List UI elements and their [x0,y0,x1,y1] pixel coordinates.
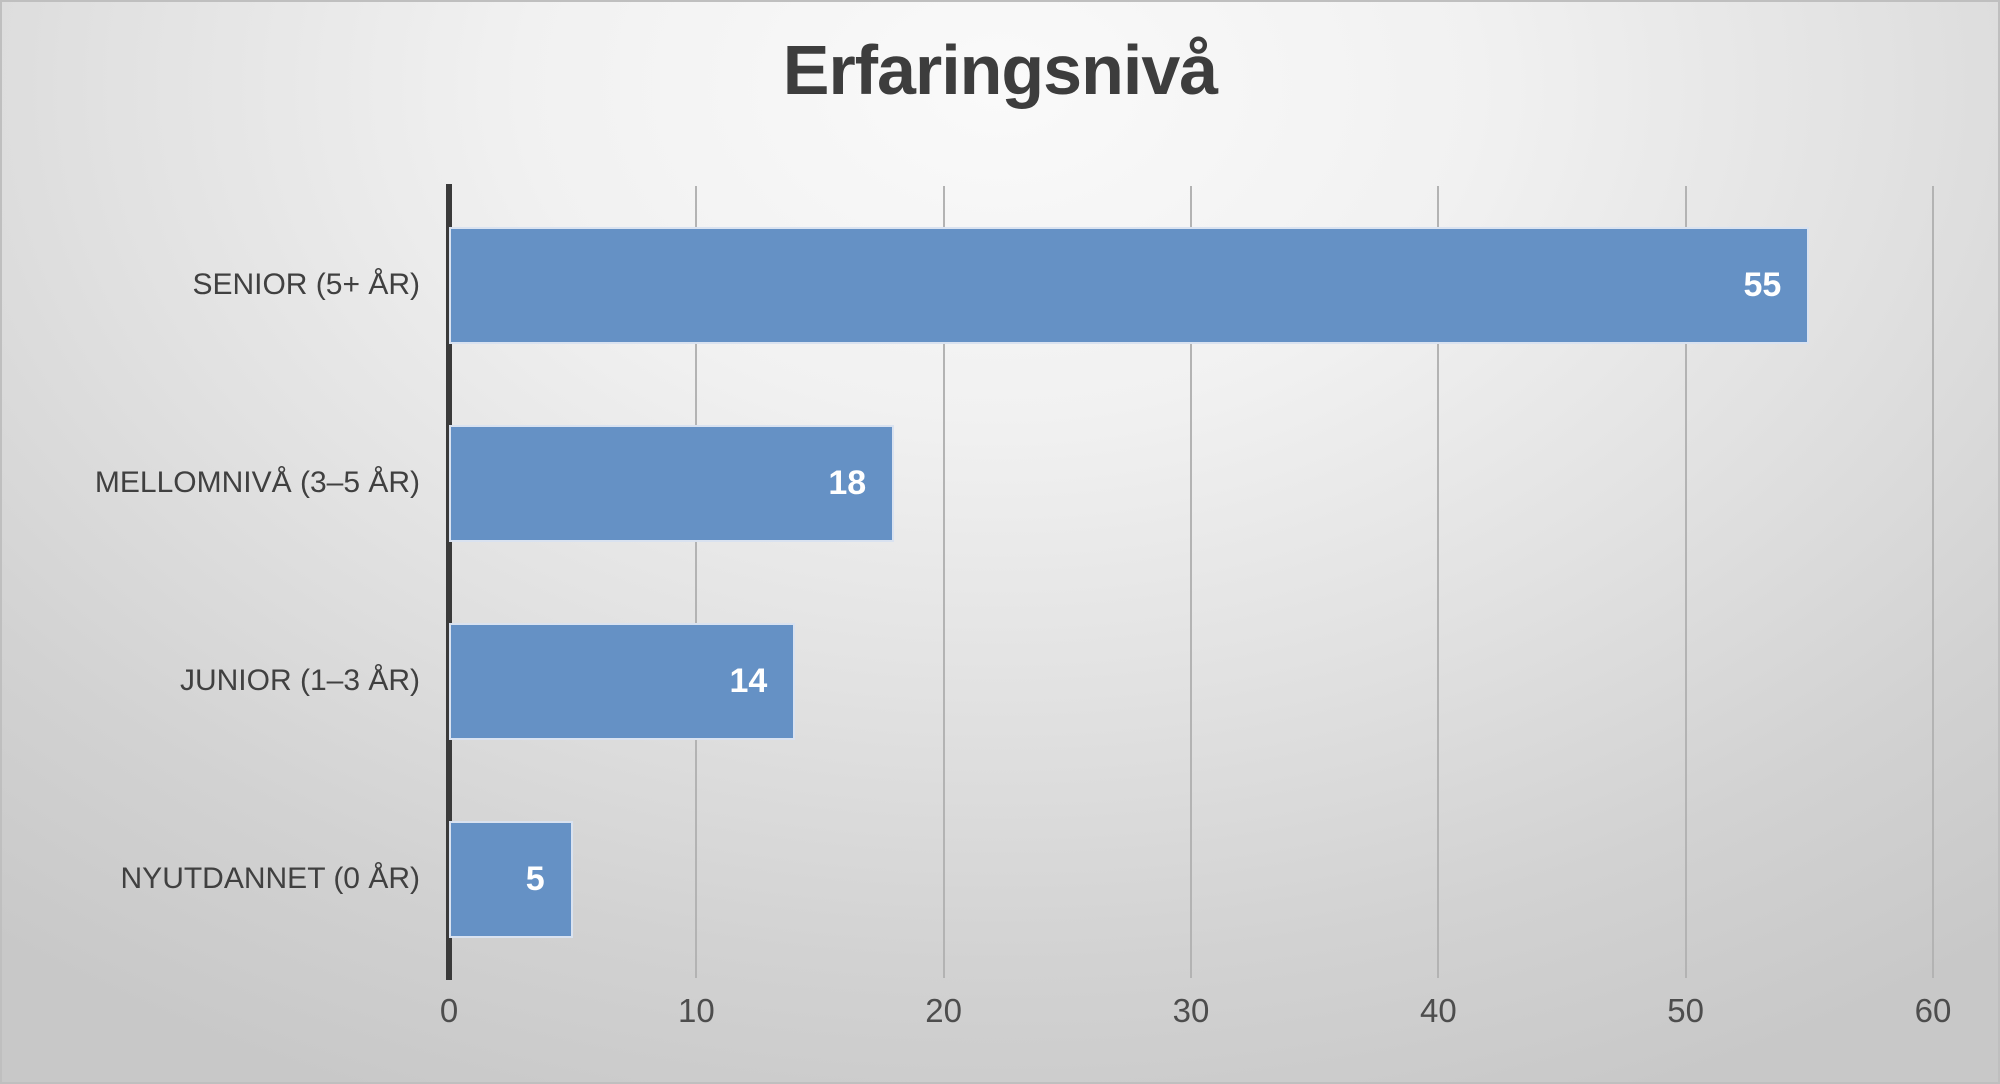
gridline-30 [1190,186,1192,978]
bar-row-senior-5-r: 55 [449,186,1933,384]
category-label-nyutdannet-0-r: NYUTDANNET (0 ÅR) [120,862,420,895]
value-axis-zero-line [446,184,452,980]
value-axis-tick-labels: 0 10 20 30 40 50 60 [440,992,1952,1052]
x-tick-label-50: 50 [1667,992,1705,1029]
bar-nyutdannet-0-r: 5 [449,820,573,938]
category-label-mellomniv-3-5-r: MELLOMNIVÅ (3–5 ÅR) [94,466,420,499]
x-tick-label-40: 40 [1419,992,1457,1029]
category-label-senior-5-r: SENIOR (5+ ÅR) [192,268,420,301]
bar-value-label-senior-5-r: 55 [1743,265,1782,304]
gridline-10 [695,186,698,978]
chart-title: Erfaringsnivå [782,31,1218,109]
bar-value-label-nyutdannet-0-r: 5 [525,859,545,898]
bar-value-label-mellomniv-3-5-r: 18 [828,463,867,502]
bar-row-nyutdannet-0-r: 5 [449,780,1933,978]
bar-junior-1-3-r: 14 [449,622,796,740]
bar-senior-5-r: 55 [449,226,1810,344]
category-axis-labels: SENIOR (5+ ÅR) MELLOMNIVÅ (3–5 ÅR) JUNIOR … [20,186,420,978]
x-tick-label-30: 30 [1172,992,1210,1029]
x-tick-label-60: 60 [1914,992,1952,1029]
x-tick-label-10: 10 [677,992,715,1029]
category-label-junior-1-3-r: JUNIOR (1–3 ÅR) [179,664,420,697]
bar-rows: 55 18 14 5 [449,186,1933,978]
gridline-50 [1684,186,1687,978]
gridline-40 [1437,186,1440,978]
bar-row-mellomniv-3-5-r: 18 [449,384,1933,582]
bar-row-junior-1-3-r: 14 [449,582,1933,780]
bar-mellomniv-3-5-r: 18 [449,424,895,542]
gridline-20 [942,186,945,978]
x-tick-label-0: 0 [439,992,459,1029]
x-tick-label-20: 20 [925,992,963,1029]
bar-value-label-junior-1-3-r: 14 [729,661,768,700]
plot-area: 55 18 14 5 [446,184,1934,980]
gridline-60 [1932,186,1934,978]
